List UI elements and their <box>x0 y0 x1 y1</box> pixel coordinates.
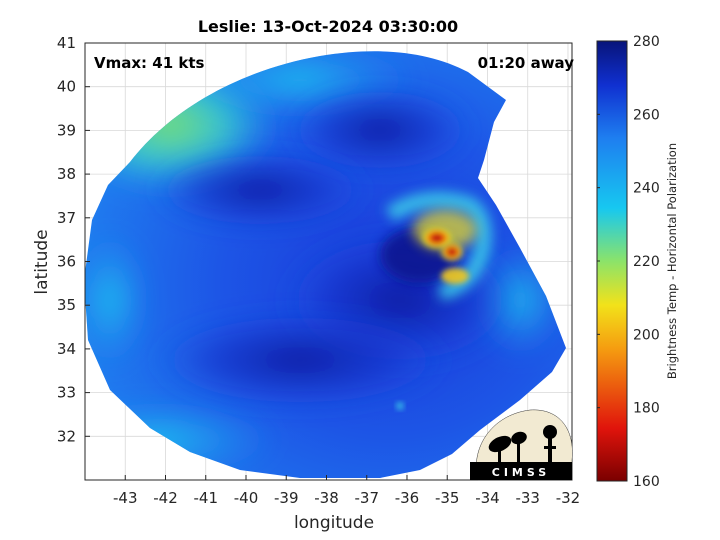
x-axis-ticks: -43 -42 -41 -40 -39 -38 -37 -36 -35 -34 -33 -32 <box>113 475 580 507</box>
x-tick-label: -36 <box>395 489 420 507</box>
x-tick-label: -43 <box>113 489 138 507</box>
y-tick-label: 39 <box>57 121 76 139</box>
x-tick-label: -39 <box>274 489 299 507</box>
colorbar-tick-label: 260 <box>633 107 660 123</box>
y-tick-label: 38 <box>57 165 76 183</box>
colorbar-label: Brightness Temp - Horizontal Polarizatio… <box>665 143 679 379</box>
cimss-logo-text: CIMSS <box>492 466 550 479</box>
microwave-swath-image <box>85 51 566 478</box>
x-tick-label: -42 <box>153 489 178 507</box>
colorbar-tick-label: 200 <box>633 327 660 343</box>
time-away-label: 01:20 away <box>478 54 575 72</box>
y-tick-label: 41 <box>57 34 76 52</box>
y-tick-label: 35 <box>57 296 76 314</box>
colorbar-gradient <box>596 40 628 482</box>
colorbar-tick-label: 240 <box>633 181 660 197</box>
colorbar-tick-label: 160 <box>633 474 660 490</box>
x-tick-label: -38 <box>314 489 339 507</box>
vmax-label: Vmax: 41 kts <box>94 54 204 72</box>
x-tick-label: -37 <box>354 489 379 507</box>
x-tick-label: -34 <box>475 489 500 507</box>
y-axis-ticks: 32 33 34 35 36 37 38 39 40 41 <box>57 34 90 445</box>
colorbar-tick-label: 180 <box>633 401 660 417</box>
y-tick-label: 36 <box>57 253 76 271</box>
cimss-logo: CIMSS <box>470 409 573 481</box>
y-axis-label: latitude <box>32 229 52 294</box>
colorbar-ticks: 160 180 200 220 240 260 280 <box>597 34 660 490</box>
y-tick-label: 33 <box>57 384 76 402</box>
y-tick-label: 37 <box>57 209 76 227</box>
y-tick-label: 32 <box>57 427 76 445</box>
x-tick-label: -35 <box>435 489 460 507</box>
x-tick-label: -40 <box>234 489 259 507</box>
colorbar-tick-label: 220 <box>633 254 660 270</box>
x-axis-label: longitude <box>294 513 374 533</box>
chart-title: Leslie: 13-Oct-2024 03:30:00 <box>198 17 458 36</box>
x-tick-label: -32 <box>556 489 581 507</box>
colorbar-tick-label: 280 <box>633 34 660 50</box>
y-tick-label: 34 <box>57 340 76 358</box>
colorbar: 160 180 200 220 240 260 280 Brightness Temp - … <box>596 34 679 490</box>
y-tick-label: 40 <box>57 78 76 96</box>
x-tick-label: -33 <box>515 489 540 507</box>
x-tick-label: -41 <box>193 489 218 507</box>
